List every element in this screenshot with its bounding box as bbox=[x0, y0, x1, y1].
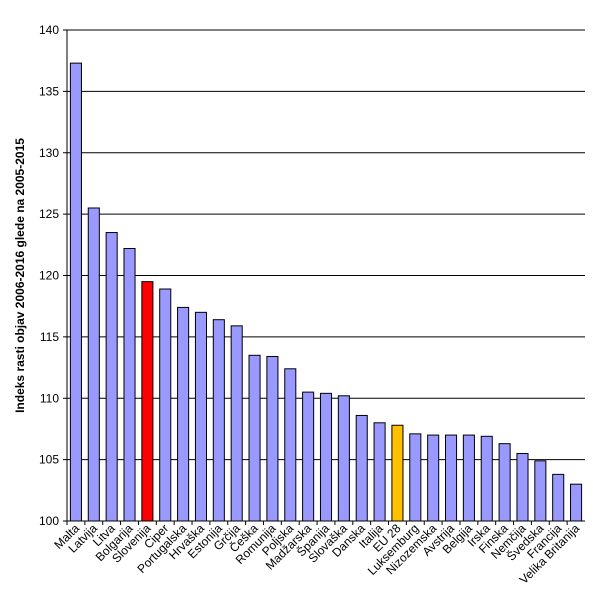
bar-velika-britanija bbox=[570, 483, 583, 522]
y-tick-label: 135 bbox=[39, 84, 59, 98]
bar-slovenija bbox=[141, 281, 154, 522]
bar-belgija bbox=[462, 434, 475, 522]
y-tick-label: 130 bbox=[39, 146, 59, 160]
axes bbox=[66, 30, 585, 525]
bar-irska bbox=[480, 435, 493, 522]
y-tick-label: 140 bbox=[39, 23, 59, 37]
bar-bolgarija bbox=[123, 247, 136, 522]
bar-nizozemska bbox=[427, 434, 440, 522]
bar-portugalska bbox=[177, 306, 190, 522]
bar-litva bbox=[105, 232, 118, 522]
bar-švedska bbox=[534, 460, 547, 522]
x-category-labels: MaltaLatvijaLitvaBolgarijaSlovenijaCiper… bbox=[51, 520, 582, 586]
bar-avstrija bbox=[445, 434, 458, 522]
bar-danska bbox=[355, 414, 368, 522]
bar-finska bbox=[498, 443, 511, 522]
bar-estonija bbox=[212, 319, 225, 522]
bar-eu-28 bbox=[391, 424, 404, 522]
bar-latvija bbox=[87, 207, 100, 522]
bar-hrvaška bbox=[194, 311, 207, 522]
bars bbox=[69, 62, 583, 522]
bar-italija bbox=[373, 422, 386, 522]
bar-malta bbox=[69, 62, 82, 522]
y-tick-label: 100 bbox=[39, 514, 59, 528]
bar-poljska bbox=[284, 368, 297, 522]
bar-romunija bbox=[266, 356, 279, 522]
y-tick-labels: 100 105 110 115 120 125 130 135 140 bbox=[39, 23, 59, 528]
bar-francija bbox=[552, 473, 565, 522]
bar-nemčija bbox=[516, 452, 529, 522]
bar-luksemburg bbox=[409, 433, 422, 522]
y-tick-label: 120 bbox=[39, 269, 59, 283]
y-axis-title: Indeks rasti objav 2006-2016 glede na 20… bbox=[13, 138, 27, 413]
y-tick-label: 125 bbox=[39, 207, 59, 221]
y-tick-label: 110 bbox=[40, 391, 59, 405]
y-tick-label: 105 bbox=[39, 453, 59, 467]
y-tick-label: 115 bbox=[40, 330, 59, 344]
bar-grčija bbox=[230, 325, 243, 522]
bar-španija bbox=[319, 392, 333, 522]
bar-ciper bbox=[159, 288, 172, 522]
bar-madžarska bbox=[302, 391, 315, 522]
bar-slovaška bbox=[337, 395, 350, 522]
bar-češka bbox=[248, 354, 261, 522]
